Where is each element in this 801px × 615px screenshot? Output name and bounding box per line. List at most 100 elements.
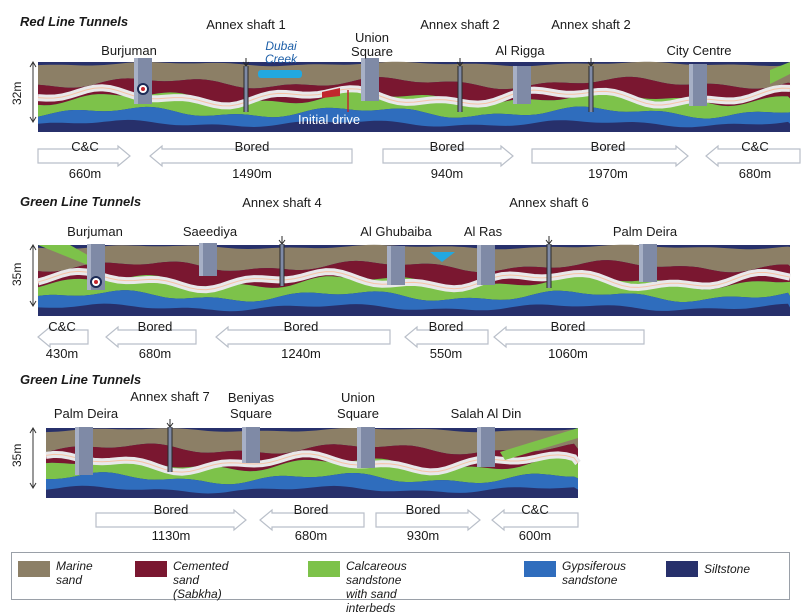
station-label-salah-al-din: Salah Al Din (450, 406, 522, 421)
legend-swatch (524, 561, 556, 577)
red-section-gypsiferous-sandstone (38, 106, 790, 128)
shaft-label-annex-6: Annex shaft 6 (509, 195, 589, 210)
creek-water-2 (430, 252, 455, 262)
green-section-1-depth-arrow (29, 244, 37, 251)
segment-length: 1060m (548, 346, 588, 361)
segment-length: 1970m (588, 166, 628, 181)
depth-label-red: 32m (10, 81, 24, 105)
red-section-cemented-sand (38, 76, 790, 107)
segment-length: 930m (406, 528, 440, 543)
legend-label: Marine sand (56, 559, 93, 587)
segment-method: Bored (137, 319, 173, 334)
segment-method: Bored (590, 139, 626, 154)
shaft-label-annex-2a: Annex shaft 2 (420, 17, 500, 32)
station-al-rigga (513, 66, 531, 104)
green-section-1-gypsiferous-sandstone (38, 290, 790, 312)
green-section-3-calcareous-sandstone (46, 456, 578, 485)
station-label-union-square-2: Union Square (337, 390, 379, 421)
segment-method: Bored (429, 139, 465, 154)
station-label-palm-deira: Palm Deira (612, 224, 678, 239)
station-al-ras-highlight (477, 245, 481, 285)
annex-shaft-6-fill (547, 244, 551, 288)
segment-length: 1130m (151, 528, 191, 543)
segment-arrow (491, 508, 579, 532)
station-union-square-2 (357, 427, 375, 468)
station-label-city-centre: City Centre (666, 43, 732, 58)
annex-shaft-2b-pointer-head (587, 61, 595, 67)
station-union-square (361, 58, 379, 101)
depth-label-green-1: 35m (10, 262, 24, 286)
station-label-saeediya: Saeediya (182, 224, 238, 239)
red-section-ramp (770, 62, 790, 84)
segment-arrow (404, 325, 489, 349)
red-section-marine-sand (38, 61, 790, 90)
annex-shaft-2a-fill (458, 66, 462, 112)
station-label-beniyas-square: Beniyas Square (227, 390, 275, 421)
legend-label: Cemented sand (Sabkha) (173, 559, 229, 601)
station-label-al-ghubaiba: Al Ghubaiba (360, 224, 432, 239)
station-burjuman-2-highlight (87, 244, 91, 290)
dubai-creek-water (258, 70, 302, 78)
annex-shaft-6-pointer-head (545, 239, 553, 245)
red-line-title: Red Line Tunnels (20, 14, 129, 29)
segment-method: Bored (550, 319, 586, 334)
station-union-square-2-highlight (357, 427, 361, 468)
station-al-ghubaiba (387, 246, 405, 285)
segment-method: C&C (741, 139, 769, 154)
segment-arrow (215, 325, 391, 349)
annex-shaft-1-pointer-head (242, 61, 250, 67)
green-section-3-marine-sand (46, 428, 578, 455)
annex-shaft-1-fill (244, 66, 248, 112)
annex-shaft-4-pointer-head (278, 239, 286, 245)
station-burjuman-interchange-dot (141, 87, 145, 91)
geology-legend: Marine sand Cemented sand (Sabkha) Calca… (11, 552, 790, 615)
annex-shaft-2a-pointer-head (456, 61, 464, 67)
green-line-title-2: Green Line Tunnels (20, 372, 142, 387)
red-section-tunnel-centreline (37, 87, 791, 107)
segment-length: 940m (430, 166, 464, 181)
depth-label-green-2: 35m (10, 443, 24, 467)
segment-arrow (149, 144, 353, 168)
green-section-1-ramp (38, 245, 100, 270)
segment-length: 680m (294, 528, 328, 543)
station-burjuman-2-interchange-dot (94, 280, 98, 284)
segment-length: 550m (429, 346, 463, 361)
station-al-ras (477, 245, 495, 285)
legend-label: Gypsiferous sandstone (562, 559, 627, 587)
segment-length: 680m (138, 346, 172, 361)
station-al-ghubaiba-highlight (387, 246, 391, 285)
annex-shaft-4-fill (280, 244, 284, 286)
station-palm-deira (639, 244, 657, 282)
station-salah-al-din-highlight (477, 427, 481, 467)
station-label-burjuman: Burjuman (101, 43, 157, 58)
green-section-3-depth-arrow (29, 482, 37, 489)
segment-method: Bored (405, 502, 441, 517)
segment-arrow (105, 325, 197, 349)
segment-arrow (37, 325, 89, 349)
legend-swatch (666, 561, 698, 577)
station-label-union-square: Union Square (351, 30, 393, 59)
segment-method: Bored (293, 502, 329, 517)
station-union-square-highlight (361, 58, 365, 101)
station-label-palm-deira-2: Palm Deira (53, 406, 119, 421)
shaft-label-annex-1: Annex shaft 1 (206, 17, 286, 32)
segment-arrow (705, 144, 801, 168)
segment-arrow (259, 508, 365, 532)
green-line-title-1: Green Line Tunnels (20, 194, 142, 209)
station-city-centre (689, 64, 707, 106)
segment-length: 680m (738, 166, 772, 181)
station-palm-deira-2-highlight (75, 427, 79, 475)
initial-drive-tbm (322, 88, 340, 98)
legend-label: Calcareous sandstone with sand interbeds (346, 559, 407, 615)
green-section-1-depth-arrow (29, 300, 37, 307)
segment-arrow (493, 325, 645, 349)
station-label-burjuman-2: Burjuman (67, 224, 123, 239)
green-section-1-marine-sand (38, 244, 790, 273)
red-section-depth-arrow (29, 61, 37, 68)
station-salah-al-din (477, 427, 495, 467)
annex-shaft-7-pointer-head (166, 422, 174, 428)
segment-length: 660m (68, 166, 102, 181)
green-section-3-ramp (500, 428, 578, 460)
segment-method: Bored (428, 319, 464, 334)
